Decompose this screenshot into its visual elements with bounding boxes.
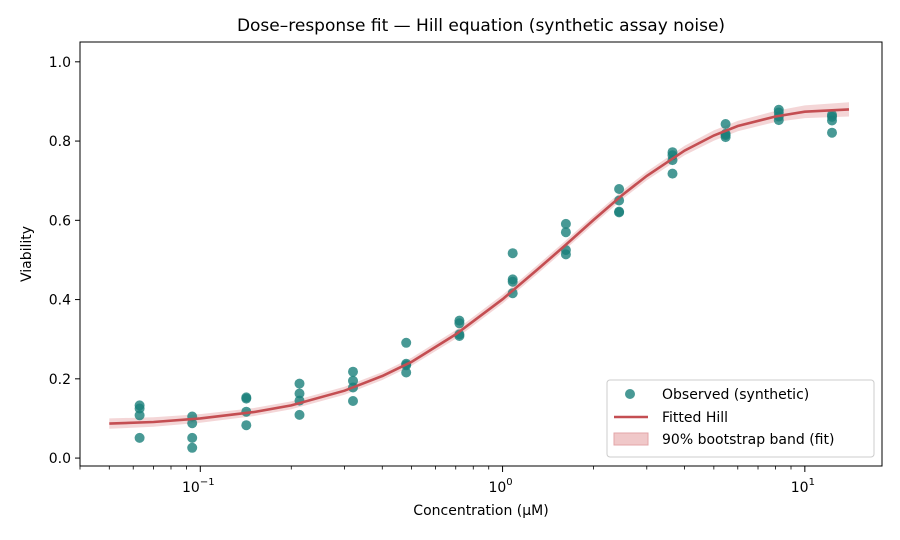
- x-axis-ticks: 10−1 100 101: [79, 466, 815, 496]
- data-point: [187, 432, 198, 443]
- legend-label-fit: Fitted Hill: [662, 410, 728, 426]
- data-point: [667, 168, 678, 179]
- legend-marker-observed: [625, 389, 635, 399]
- legend-label-band: 90% bootstrap band (fit): [662, 432, 834, 448]
- y-axis-label: Viability: [19, 226, 35, 282]
- y-tick-label: 0.2: [49, 372, 71, 388]
- data-point: [348, 366, 358, 377]
- legend-label-observed: Observed (synthetic): [662, 387, 809, 403]
- legend-frame: [606, 379, 875, 458]
- data-point: [241, 420, 252, 431]
- x-tick-label: 10−1: [182, 477, 215, 496]
- data-point: [294, 388, 305, 399]
- data-point: [134, 432, 145, 443]
- data-point: [507, 276, 518, 287]
- data-point: [134, 410, 145, 421]
- legend-marker-band: [613, 432, 649, 446]
- data-point: [401, 367, 412, 378]
- data-point: [507, 288, 518, 299]
- x-tick-label: 101: [791, 477, 815, 496]
- y-tick-label: 0.8: [49, 134, 71, 150]
- data-point: [560, 227, 571, 238]
- data-point: [294, 378, 305, 389]
- x-axis-label: Concentration (µM): [413, 503, 548, 519]
- data-point: [187, 418, 198, 429]
- x-tick-label: 100: [488, 477, 512, 496]
- data-point: [348, 396, 358, 406]
- plot-frame: [79, 41, 883, 467]
- y-axis-ticks: 0.0 0.2 0.4 0.6 0.8 1.0: [49, 55, 80, 467]
- y-tick-label: 0.6: [49, 213, 71, 229]
- data-point: [241, 393, 252, 404]
- plot-area: [109, 102, 850, 453]
- data-point: [294, 409, 305, 420]
- data-point: [507, 248, 518, 259]
- y-tick-label: 1.0: [49, 55, 71, 71]
- data-point: [720, 119, 731, 129]
- y-tick-label: 0.4: [49, 293, 71, 309]
- data-point: [827, 127, 837, 138]
- fitted-hill-line: [109, 108, 850, 425]
- data-point: [827, 115, 837, 126]
- data-point: [401, 337, 412, 348]
- legend: Observed (synthetic) Fitted Hill 90% boo…: [606, 379, 875, 458]
- data-point: [614, 195, 625, 206]
- data-point: [187, 442, 198, 453]
- chart-title: Dose–response fit — Hill equation (synth…: [237, 16, 725, 36]
- y-tick-label: 0.0: [49, 451, 71, 467]
- data-point: [454, 318, 465, 329]
- data-point: [560, 249, 571, 260]
- data-point: [560, 218, 571, 229]
- data-point: [614, 207, 625, 218]
- data-point: [720, 132, 731, 143]
- data-point: [614, 184, 625, 194]
